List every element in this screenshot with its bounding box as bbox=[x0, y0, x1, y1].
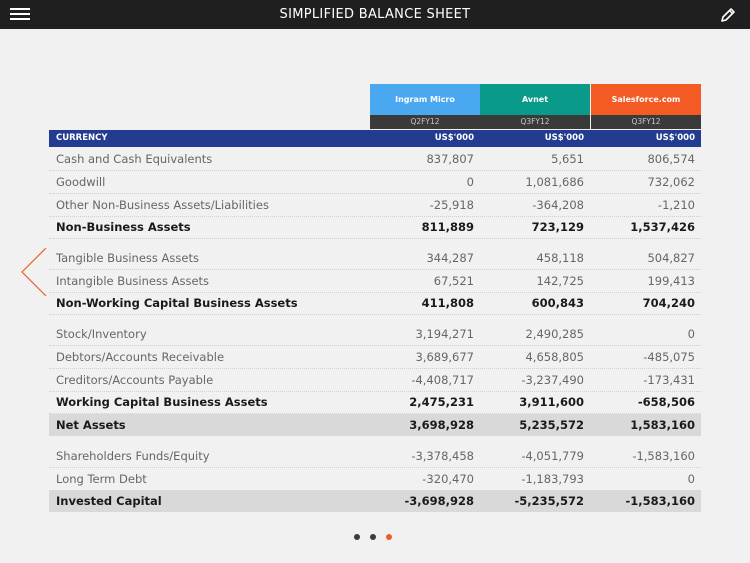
table-row: Cash and Cash Equivalents 837,807 5,651 … bbox=[49, 148, 701, 171]
cell-value: -173,431 bbox=[643, 373, 695, 387]
cell-value: -1,583,160 bbox=[625, 494, 695, 508]
table-row: Intangible Business Assets 67,521 142,72… bbox=[49, 270, 701, 293]
currency-value: US$'000 bbox=[655, 133, 695, 143]
cell-value: 142,725 bbox=[536, 274, 584, 288]
row-label: Net Assets bbox=[56, 418, 126, 432]
cell-value: 344,287 bbox=[426, 251, 474, 265]
cell-value: 458,118 bbox=[536, 251, 584, 265]
cell-value: 4,658,805 bbox=[525, 350, 584, 364]
row-label: Intangible Business Assets bbox=[56, 274, 210, 288]
table-row: Goodwill 0 1,081,686 732,062 bbox=[49, 171, 701, 194]
page-dot-2[interactable] bbox=[370, 534, 376, 540]
table-row: Tangible Business Assets 344,287 458,118… bbox=[49, 247, 701, 270]
cell-value: 504,827 bbox=[647, 251, 695, 265]
top-bar: SIMPLIFIED BALANCE SHEET bbox=[0, 0, 750, 29]
currency-value: US$'000 bbox=[544, 133, 584, 143]
cell-value: 3,698,928 bbox=[409, 418, 474, 432]
row-label: Stock/Inventory bbox=[56, 327, 147, 341]
cell-value: -364,208 bbox=[532, 198, 584, 212]
table-row: Long Term Debt -320,470 -1,183,793 0 bbox=[49, 468, 701, 491]
cell-value: -1,183,793 bbox=[521, 472, 584, 486]
period-ingram-micro: Q2FY12 bbox=[370, 115, 480, 129]
total-row: Invested Capital -3,698,928 -5,235,572 -… bbox=[49, 490, 701, 512]
row-label: Tangible Business Assets bbox=[56, 251, 199, 265]
row-label: Long Term Debt bbox=[56, 472, 147, 486]
row-label: Invested Capital bbox=[56, 494, 162, 508]
cell-value: 67,521 bbox=[433, 274, 474, 288]
currency-value: US$'000 bbox=[434, 133, 474, 143]
table-row: Other Non-Business Assets/Liabilities -2… bbox=[49, 194, 701, 217]
cell-value: 2,475,231 bbox=[409, 395, 474, 409]
cell-value: 806,574 bbox=[647, 152, 695, 166]
row-label: Cash and Cash Equivalents bbox=[56, 152, 213, 166]
company-header-salesforce: Salesforce.com bbox=[591, 84, 701, 115]
period-avnet: Q3FY12 bbox=[480, 115, 590, 129]
cell-value: 3,911,600 bbox=[519, 395, 584, 409]
table-row: Stock/Inventory 3,194,271 2,490,285 0 bbox=[49, 323, 701, 346]
company-header-avnet: Avnet bbox=[480, 84, 590, 115]
cell-value: 199,413 bbox=[647, 274, 695, 288]
row-label: Non-Business Assets bbox=[56, 220, 191, 234]
subtotal-row: Working Capital Business Assets 2,475,23… bbox=[49, 391, 701, 414]
cell-value: 723,129 bbox=[531, 220, 584, 234]
cell-value: 411,808 bbox=[421, 296, 474, 310]
cell-value: 811,889 bbox=[421, 220, 474, 234]
cell-value: 5,651 bbox=[551, 152, 584, 166]
cell-value: -25,918 bbox=[429, 198, 474, 212]
page-dot-3[interactable] bbox=[386, 534, 392, 540]
table-row: Creditors/Accounts Payable -4,408,717 -3… bbox=[49, 369, 701, 392]
subtotal-row: Non-Working Capital Business Assets 411,… bbox=[49, 292, 701, 315]
cell-value: 732,062 bbox=[647, 175, 695, 189]
cell-value: -3,378,458 bbox=[411, 449, 474, 463]
cell-value: -1,583,160 bbox=[632, 449, 695, 463]
cell-value: -4,051,779 bbox=[521, 449, 584, 463]
cell-value: 3,194,271 bbox=[415, 327, 474, 341]
cell-value: -4,408,717 bbox=[411, 373, 474, 387]
currency-label: CURRENCY bbox=[56, 133, 108, 143]
row-label: Working Capital Business Assets bbox=[56, 395, 268, 409]
chevron-left-icon[interactable] bbox=[18, 246, 50, 298]
pencil-icon[interactable] bbox=[718, 5, 738, 25]
cell-value: 1,537,426 bbox=[630, 220, 695, 234]
period-salesforce: Q3FY12 bbox=[591, 115, 701, 129]
row-label: Other Non-Business Assets/Liabilities bbox=[56, 198, 269, 212]
cell-value: 0 bbox=[466, 175, 474, 189]
row-label: Goodwill bbox=[56, 175, 106, 189]
row-label: Shareholders Funds/Equity bbox=[56, 449, 210, 463]
row-label: Creditors/Accounts Payable bbox=[56, 373, 214, 387]
cell-value: -3,237,490 bbox=[521, 373, 584, 387]
cell-value: 0 bbox=[687, 327, 695, 341]
subtotal-row: Non-Business Assets 811,889 723,129 1,53… bbox=[49, 216, 701, 239]
cell-value: 0 bbox=[687, 472, 695, 486]
cell-value: -320,470 bbox=[422, 472, 474, 486]
page-title: SIMPLIFIED BALANCE SHEET bbox=[279, 7, 471, 22]
table-row: Shareholders Funds/Equity -3,378,458 -4,… bbox=[49, 445, 701, 468]
cell-value: -1,210 bbox=[657, 198, 695, 212]
cell-value: -5,235,572 bbox=[514, 494, 584, 508]
row-label: Debtors/Accounts Receivable bbox=[56, 350, 225, 364]
hamburger-icon[interactable] bbox=[10, 8, 32, 22]
cell-value: 837,807 bbox=[426, 152, 474, 166]
row-label: Non-Working Capital Business Assets bbox=[56, 296, 298, 310]
company-header-ingram-micro: Ingram Micro bbox=[370, 84, 480, 115]
cell-value: 1,583,160 bbox=[630, 418, 695, 432]
cell-value: 704,240 bbox=[642, 296, 695, 310]
cell-value: -3,698,928 bbox=[404, 494, 474, 508]
cell-value: -485,075 bbox=[643, 350, 695, 364]
cell-value: 1,081,686 bbox=[525, 175, 584, 189]
page-dot-1[interactable] bbox=[354, 534, 360, 540]
currency-row: CURRENCY US$'000 US$'000 US$'000 bbox=[49, 130, 701, 147]
cell-value: -658,506 bbox=[637, 395, 695, 409]
cell-value: 5,235,572 bbox=[519, 418, 584, 432]
cell-value: 3,689,677 bbox=[415, 350, 474, 364]
total-row: Net Assets 3,698,928 5,235,572 1,583,160 bbox=[49, 414, 701, 436]
table-row: Debtors/Accounts Receivable 3,689,677 4,… bbox=[49, 346, 701, 369]
cell-value: 2,490,285 bbox=[525, 327, 584, 341]
cell-value: 600,843 bbox=[531, 296, 584, 310]
